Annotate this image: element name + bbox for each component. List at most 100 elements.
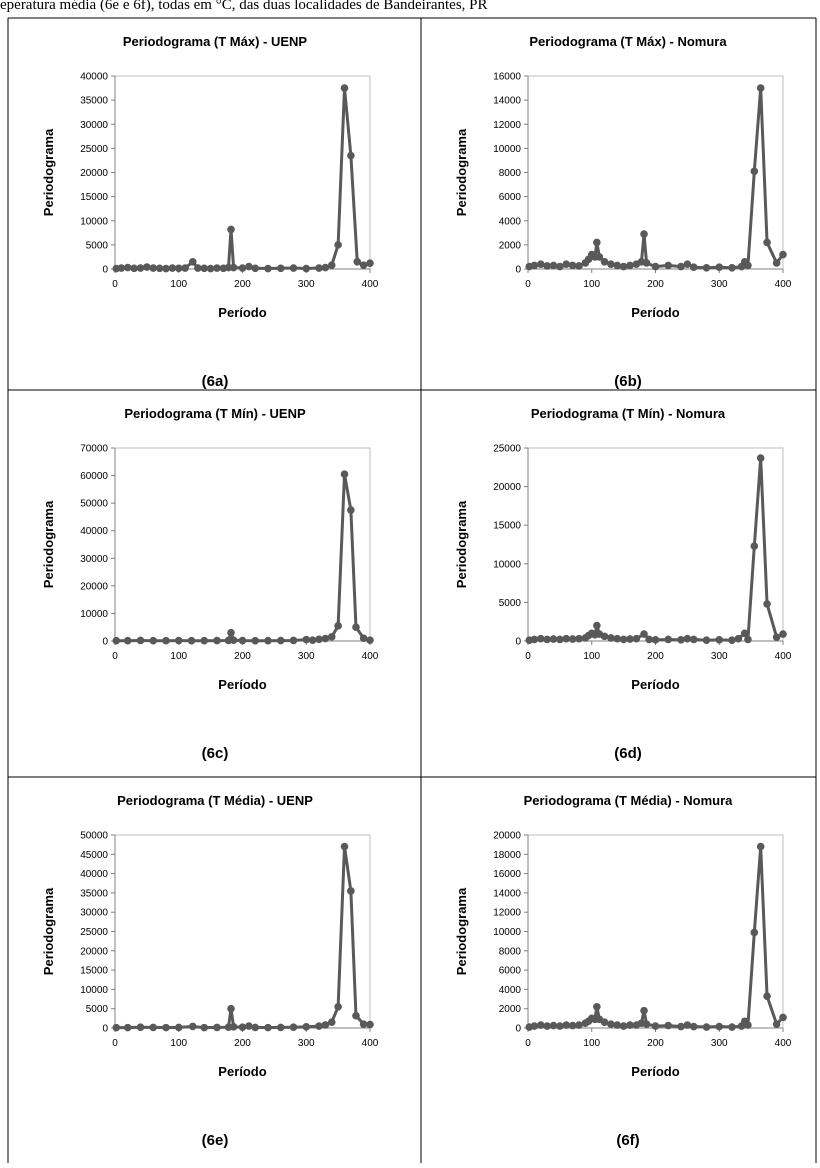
- data-point: [683, 260, 692, 268]
- data-point: [613, 634, 622, 643]
- data-point: [756, 84, 765, 92]
- chart-title: Periodograma (T Máx) - Nomura: [529, 34, 727, 49]
- data-point: [651, 1022, 660, 1030]
- x-axis-label: Período: [218, 677, 266, 692]
- x-axis-label: Período: [631, 305, 679, 320]
- data-point: [734, 634, 743, 643]
- data-point: [677, 262, 685, 271]
- data-point: [607, 260, 615, 268]
- x-tick-label: 200: [647, 1038, 664, 1049]
- x-axis-label: Período: [218, 1064, 266, 1079]
- data-point: [149, 1023, 158, 1032]
- data-point: [327, 261, 336, 269]
- data-point: [619, 635, 628, 644]
- data-point: [530, 261, 539, 270]
- plot-frame: [114, 75, 371, 270]
- y-tick-label: 15000: [80, 966, 108, 977]
- data-point: [238, 264, 247, 272]
- chart-title: Periodograma (T Máx) - UENP: [123, 34, 308, 49]
- data-point: [238, 1023, 247, 1032]
- y-tick-label: 40000: [80, 526, 108, 537]
- y-tick-label: 70000: [80, 444, 108, 455]
- y-tick-label: 45000: [80, 850, 108, 861]
- data-point: [632, 634, 641, 643]
- data-point: [613, 261, 622, 270]
- data-point: [626, 1021, 634, 1029]
- chart-title: Periodograma (T Mín) - UENP: [124, 406, 306, 421]
- data-point: [549, 261, 558, 270]
- data-line: [116, 845, 371, 1030]
- x-tick-label: 400: [775, 279, 792, 290]
- x-tick-label: 0: [525, 651, 531, 662]
- data-point: [645, 635, 653, 644]
- x-tick-label: 0: [525, 1038, 531, 1049]
- data-point: [347, 506, 355, 514]
- data-point: [334, 622, 342, 630]
- x-tick-label: 400: [775, 1038, 792, 1049]
- data-point: [162, 264, 170, 273]
- table-borders: [7, 17, 817, 1163]
- data-point: [640, 1006, 648, 1015]
- data-point: [779, 1013, 787, 1022]
- data-point: [728, 1023, 736, 1031]
- data-point: [149, 636, 158, 645]
- chart-title: Periodograma (T Média) - Nomura: [524, 793, 734, 808]
- data-point: [619, 262, 628, 271]
- data-line: [528, 845, 785, 1029]
- data-point: [640, 230, 648, 238]
- data-point: [229, 636, 238, 644]
- y-tick-label: 15000: [80, 192, 108, 203]
- y-tick-label: 4000: [499, 985, 522, 996]
- data-point: [756, 454, 765, 462]
- data-point: [664, 261, 673, 270]
- data-point: [556, 262, 564, 271]
- y-tick-label: 12000: [493, 908, 521, 919]
- figure-caption: (6f): [616, 1132, 639, 1149]
- data-point: [543, 635, 551, 644]
- data-point: [763, 600, 771, 608]
- y-tick-label: 10000: [80, 216, 108, 227]
- figure-caption: (6c): [202, 745, 229, 762]
- y-axis-label: Periodograma: [454, 128, 469, 216]
- data-point: [744, 261, 752, 270]
- data-point: [562, 1021, 571, 1029]
- data-point: [251, 264, 260, 273]
- chart: Periodograma (T Mín) - UENP 0 10000 20000 30…: [41, 406, 379, 762]
- y-tick-label: 40000: [80, 869, 108, 880]
- data-point: [607, 634, 615, 642]
- data-point: [750, 167, 759, 176]
- y-axis-label: Periodograma: [41, 500, 56, 588]
- data-point: [593, 238, 601, 247]
- data-point: [162, 636, 170, 645]
- data-point: [174, 1023, 183, 1032]
- data-point: [213, 1023, 221, 1032]
- data-point: [543, 262, 551, 270]
- data-point: [194, 264, 202, 272]
- data-point: [200, 1023, 209, 1032]
- y-tick-label: 60000: [80, 471, 108, 482]
- chart: Periodograma (T Média) - UENP 0 5000 10000 1…: [41, 793, 379, 1149]
- data-point: [607, 1020, 615, 1028]
- data-point: [174, 636, 183, 645]
- data-point: [779, 630, 787, 638]
- data-point: [556, 635, 564, 644]
- x-tick-label: 400: [775, 651, 792, 662]
- data-point: [536, 634, 545, 643]
- data-point: [264, 264, 272, 273]
- x-tick-label: 100: [583, 1038, 600, 1049]
- y-tick-label: 5000: [86, 1004, 109, 1015]
- data-point: [536, 1021, 545, 1029]
- data-point: [689, 1022, 698, 1031]
- data-point: [168, 264, 177, 272]
- y-tick-label: 6000: [499, 966, 522, 977]
- data-point: [640, 630, 648, 638]
- data-point: [359, 634, 368, 643]
- data-point: [702, 636, 711, 645]
- plot-frame: [114, 447, 371, 642]
- chart-title: Periodograma (T Média) - UENP: [117, 793, 313, 808]
- y-tick-label: 16000: [493, 72, 521, 83]
- y-tick-label: 35000: [80, 96, 108, 107]
- data-point: [213, 636, 221, 645]
- data-point: [112, 1023, 121, 1032]
